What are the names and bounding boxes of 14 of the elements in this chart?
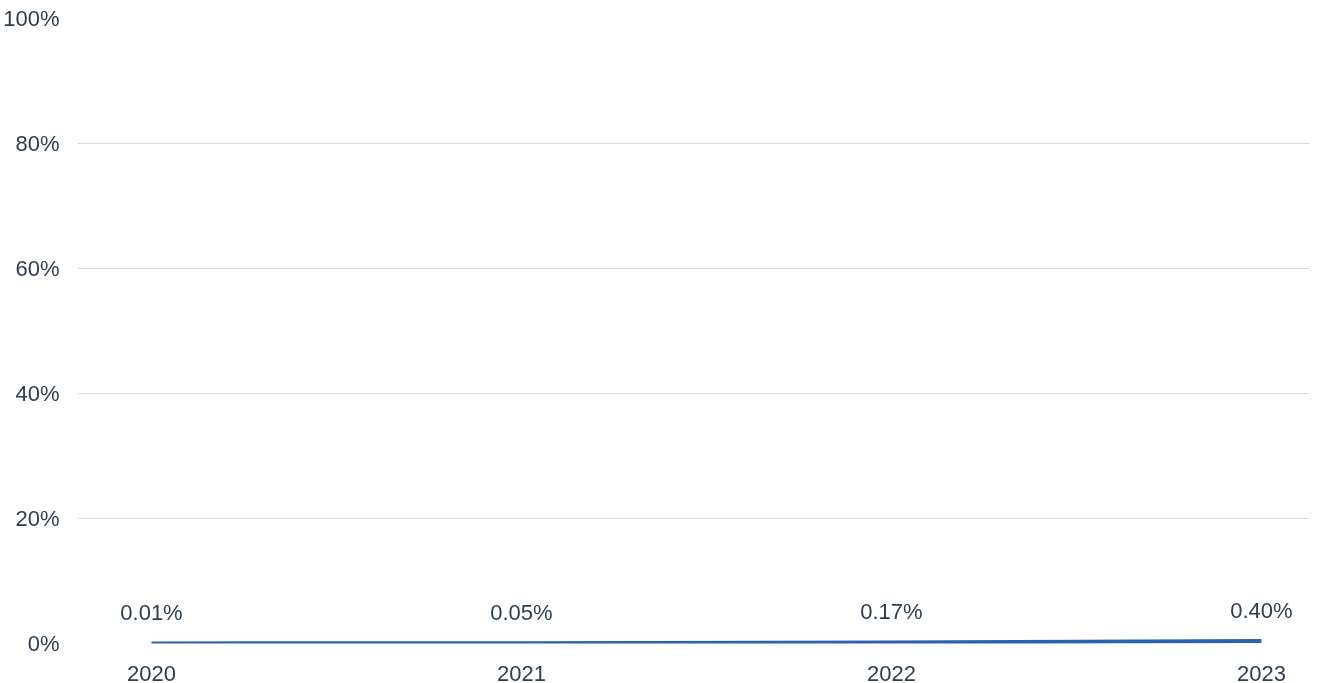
data-label: 0.05% [490, 600, 553, 626]
y-tick-label: 80% [15, 131, 60, 156]
y-tick-label: 20% [15, 506, 60, 531]
y-tick-label: 60% [15, 256, 60, 281]
x-tick-label: 2021 [496, 660, 546, 683]
y-tick-label: 40% [15, 381, 60, 406]
y-tick-label: 0% [27, 631, 60, 656]
data-label: 0.40% [1230, 598, 1293, 623]
data-label: 0.01% [120, 600, 183, 626]
x-tick-label: 2022 [866, 660, 916, 683]
x-tick-label: 2020 [127, 660, 176, 683]
x-tick-label: 2023 [1236, 660, 1286, 683]
y-tick-label: 100% [3, 6, 60, 31]
data-label: 0.17% [860, 599, 923, 625]
